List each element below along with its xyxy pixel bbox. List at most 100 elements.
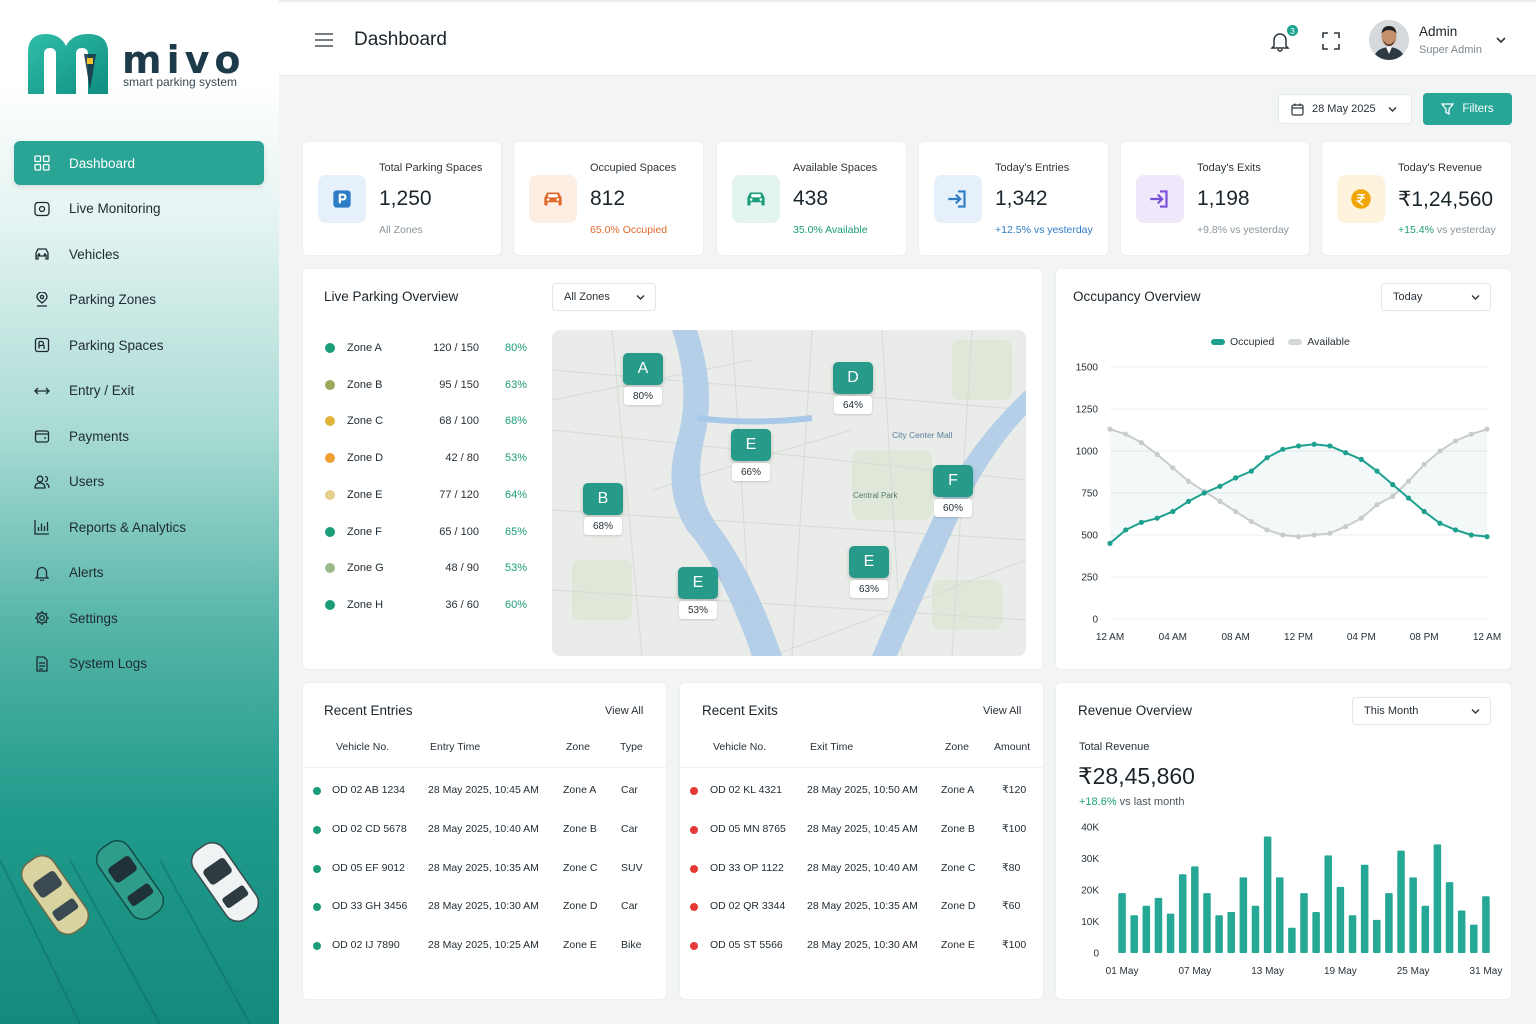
sidebar-item-settings[interactable]: Settings [14,596,264,640]
map-marker-zone[interactable]: E 63% [849,546,889,598]
zone-status-dot [325,416,335,427]
document-icon [34,655,50,672]
chevron-down-icon[interactable] [1495,35,1507,45]
avatar[interactable] [1369,20,1409,60]
occupancy-period-dropdown[interactable]: Today [1381,283,1491,311]
entries-view-all-link[interactable]: View All [605,705,644,717]
revenue-bar [1288,927,1296,953]
map-marker-zone[interactable]: D 64% [833,362,873,414]
revenue-bar [1251,905,1260,953]
cell-zone: Zone D [563,900,598,913]
table-row[interactable]: OD 02 IJ 7890 28 May 2025, 10:25 AM Zone E… [303,927,666,965]
zone-status-dot [325,343,335,353]
table-row[interactable]: OD 33 GH 3456 28 May 2025, 10:30 AM Zone D… [303,888,666,926]
total-revenue-value: ₹28,45,860 [1078,763,1195,789]
table-row[interactable]: OD 05 EF 9012 28 May 2025, 10:35 AM Zone C… [303,850,666,888]
col-zone: Zone [566,741,590,753]
table-row[interactable]: OD 02 CD 5678 28 May 2025, 10:40 AM Zone B… [303,811,666,849]
revenue-overview-panel: Revenue Overview This Month Total Revenu… [1055,682,1512,1000]
cell-time: 28 May 2025, 10:50 AM [807,784,918,796]
col-amount: Amount [994,741,1031,753]
users-icon [34,474,50,490]
y-tick-label: 20K [1081,886,1099,897]
zone-row[interactable]: Zone A 120 / 150 80% [325,338,535,358]
data-point-occupied [1327,443,1333,449]
status-dot [690,942,698,951]
sidebar-item-system-logs[interactable]: System Logs [14,642,264,686]
zone-row[interactable]: Zone C 68 / 100 68% [325,411,535,431]
marker-letter: D [833,362,873,394]
table-row[interactable]: OD 33 OP 1122 28 May 2025, 10:40 AM Zone C… [680,850,1043,888]
sidebar-item-dashboard[interactable]: Dashboard [14,141,264,185]
data-point-occupied [1264,455,1270,461]
sidebar-item-label: System Logs [69,656,148,671]
y-tick-label: 750 [1081,489,1098,500]
zone-row[interactable]: Zone G 48 / 90 53% [325,558,535,578]
cell-vehicle: OD 02 IJ 7890 [332,939,400,952]
fullscreen-icon[interactable] [1322,32,1340,50]
data-point-occupied [1343,450,1349,456]
map-marker-zone[interactable]: E 66% [731,429,771,481]
revenue-bar [1239,877,1248,953]
zone-row[interactable]: Zone D 42 / 80 53% [325,448,535,468]
zone-filter-dropdown[interactable]: All Zones [552,283,656,311]
zone-percent: 53% [504,452,527,465]
table-row[interactable]: OD 05 MN 8765 28 May 2025, 10:45 AM Zone B… [680,811,1043,849]
filter-icon [1441,103,1455,115]
zone-row[interactable]: Zone H 36 / 60 60% [325,595,535,615]
data-point-available [1217,498,1223,504]
y-tick-label: 0 [1092,615,1098,626]
map-marker-zone[interactable]: F 60% [933,465,973,517]
sidebar-item-alerts[interactable]: Alerts [14,551,264,595]
data-point-available [1311,532,1317,538]
col-entry-time: Entry Time [430,741,481,753]
car-icon [34,246,50,262]
date-picker[interactable]: 28 May 2025 [1278,94,1412,124]
sidebar-item-vehicles[interactable]: Vehicles [14,232,264,276]
logo-mark [28,34,108,94]
table-row[interactable]: OD 02 KL 4321 28 May 2025, 10:50 AM Zone A… [680,772,1043,810]
brand-logo[interactable]: mivo smart parking system [26,30,256,100]
filters-button[interactable]: Filters [1423,93,1512,125]
sidebar-item-parking-zones[interactable]: Parking Zones [14,278,264,322]
zone-row[interactable]: Zone F 65 / 100 65% [325,522,535,542]
notification-bell-icon[interactable] [1269,30,1291,52]
map-marker-zone[interactable]: A 80% [623,353,663,405]
map-marker-zone[interactable]: B 68% [583,483,623,535]
sidebar-item-users[interactable]: Users [14,460,264,504]
data-point-available [1374,502,1380,508]
marker-letter: A [623,353,663,385]
legend-available: Available [1288,336,1350,348]
table-row[interactable]: OD 02 AB 1234 28 May 2025, 10:45 AM Zone A… [303,772,666,810]
area-fill [1110,429,1487,544]
col-exit-time: Exit Time [810,741,854,753]
revenue-bar [1191,866,1199,953]
sidebar-item-live-monitoring[interactable]: Live Monitoring [14,187,264,231]
cell-type: Car [621,822,638,835]
status-dot [313,903,321,912]
cell-time: 28 May 2025, 10:35 AM [428,861,539,874]
zone-row[interactable]: Zone E 77 / 120 64% [325,485,535,505]
sidebar-item-label: Parking Spaces [69,337,164,353]
table-row[interactable]: OD 05 ST 5566 28 May 2025, 10:30 AM Zone E… [680,927,1043,965]
sidebar-item-entry-exit[interactable]: Entry / Exit [14,369,264,413]
calendar-icon [1291,103,1304,116]
cell-amount: ₹60 [1002,900,1021,913]
stat-value: 1,250 [379,187,432,210]
sidebar-item-parking-spaces[interactable]: Parking Spaces [14,323,264,367]
user-name[interactable]: Admin [1419,24,1458,39]
data-point-occupied [1185,498,1192,504]
data-point-occupied [1421,508,1427,515]
map-marker-zone[interactable]: E 53% [678,567,718,619]
parking-map[interactable]: City Center Mall Central Park A 80% D 64% E 6… [552,330,1026,656]
data-point-occupied [1405,495,1412,501]
sidebar-item-reports-analytics[interactable]: Reports & Analytics [14,505,264,549]
revenue-period-dropdown[interactable]: This Month [1352,697,1491,725]
cell-type: Bike [621,939,642,952]
menu-icon[interactable] [315,33,333,47]
zone-row[interactable]: Zone B 95 / 150 63% [325,375,535,395]
table-row[interactable]: OD 02 QR 3344 28 May 2025, 10:35 AM Zone D… [680,888,1043,926]
exits-view-all-link[interactable]: View All [983,705,1022,717]
sidebar-item-payments[interactable]: Payments [14,414,264,458]
data-point-occupied [1390,482,1396,488]
